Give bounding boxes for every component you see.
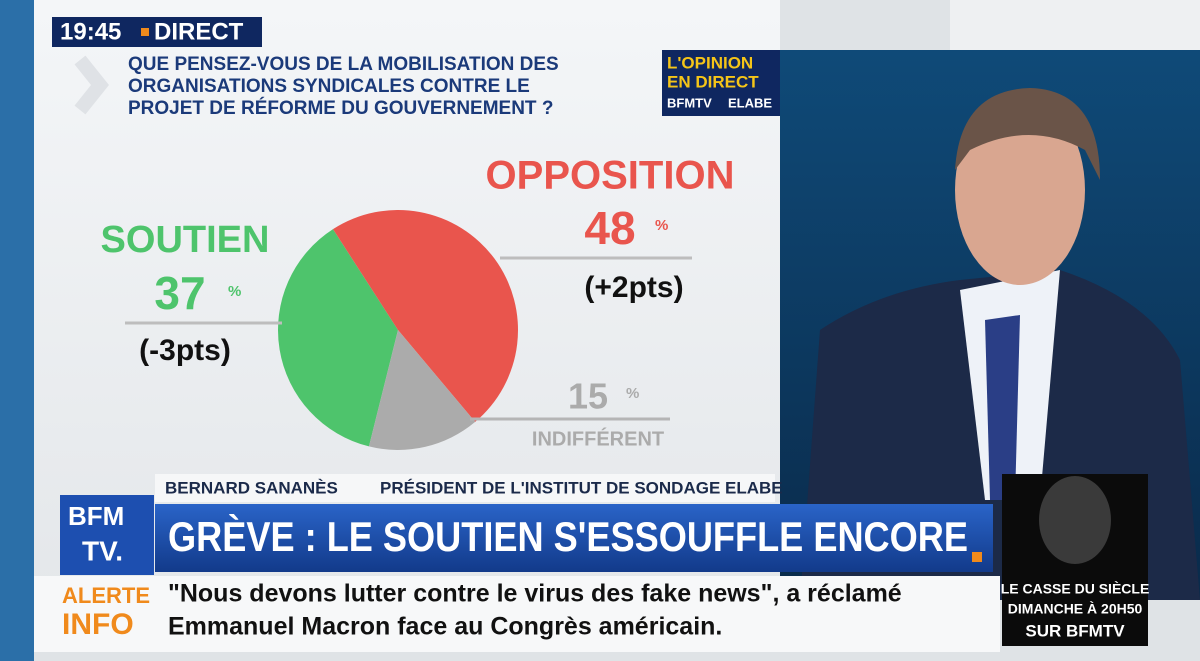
promo-face xyxy=(1039,476,1111,564)
guest-role: PRÉSIDENT DE L'INSTITUT DE SONDAGE ELABE xyxy=(380,478,783,497)
question-line: ORGANISATIONS SYNDICALES CONTRE LE xyxy=(128,76,530,97)
person-tie xyxy=(985,315,1020,500)
change-label: (+2pts) xyxy=(584,271,683,304)
ticker-line: Emmanuel Macron face au Congrès américai… xyxy=(168,613,722,641)
person-head xyxy=(955,95,1085,285)
logo-line: L'OPINION xyxy=(667,53,753,72)
guest-name: BERNARD SANANÈS xyxy=(165,478,338,497)
change-label: (-3pts) xyxy=(139,334,231,367)
opinion-logo xyxy=(662,50,780,116)
ticker-line: "Nous devons lutter contre le virus des … xyxy=(168,580,902,608)
clock-box xyxy=(52,17,262,47)
live-dot xyxy=(141,28,149,36)
ticker-label: ALERTE xyxy=(62,583,150,608)
logo-channel: BFMTV xyxy=(667,95,712,110)
headline-dot xyxy=(972,552,982,562)
unit-label: % xyxy=(655,217,668,234)
logo-partner: ELABE xyxy=(728,95,772,110)
unit-label: % xyxy=(626,385,639,402)
value-label: 48 xyxy=(584,202,635,254)
value-label: 37 xyxy=(154,267,205,319)
promo-line: DIMANCHE À 20H50 xyxy=(1008,601,1143,617)
chevron xyxy=(74,55,109,115)
pie-slice xyxy=(332,209,519,422)
question-line: PROJET DE RÉFORME DU GOUVERNEMENT ? xyxy=(128,97,553,119)
question-line: QUE PENSEZ-VOUS DE LA MOBILISATION DES xyxy=(128,54,559,75)
ticker xyxy=(34,576,1000,652)
headline-bar xyxy=(155,504,993,572)
headline: GRÈVE : LE SOUTIEN S'ESSOUFFLE ENCORE xyxy=(168,513,968,560)
logo-line: EN DIRECT xyxy=(667,72,759,91)
channel-logo xyxy=(60,495,154,575)
category-label: SOUTIEN xyxy=(101,219,270,261)
promo-line: LE CASSE DU SIÈCLE xyxy=(1001,581,1150,597)
unit-label: % xyxy=(228,283,241,300)
name-bar xyxy=(155,474,775,502)
pie-slice xyxy=(278,229,398,447)
value-label: 15 xyxy=(568,376,608,417)
channel-logo-text: BFM xyxy=(68,501,124,531)
studio-top xyxy=(950,0,1200,50)
pie-slice xyxy=(368,330,476,450)
promo-line: SUR BFMTV xyxy=(1025,621,1125,640)
ticker-label: INFO xyxy=(62,608,134,641)
category-label: OPPOSITION xyxy=(486,154,735,198)
channel-logo-text: TV. xyxy=(82,535,123,566)
clock: 19:45 xyxy=(60,18,121,45)
left-edge xyxy=(0,0,34,661)
person-hair xyxy=(955,88,1100,180)
category-label: INDIFFÉRENT xyxy=(532,427,664,450)
live-label: DIRECT xyxy=(154,18,244,45)
